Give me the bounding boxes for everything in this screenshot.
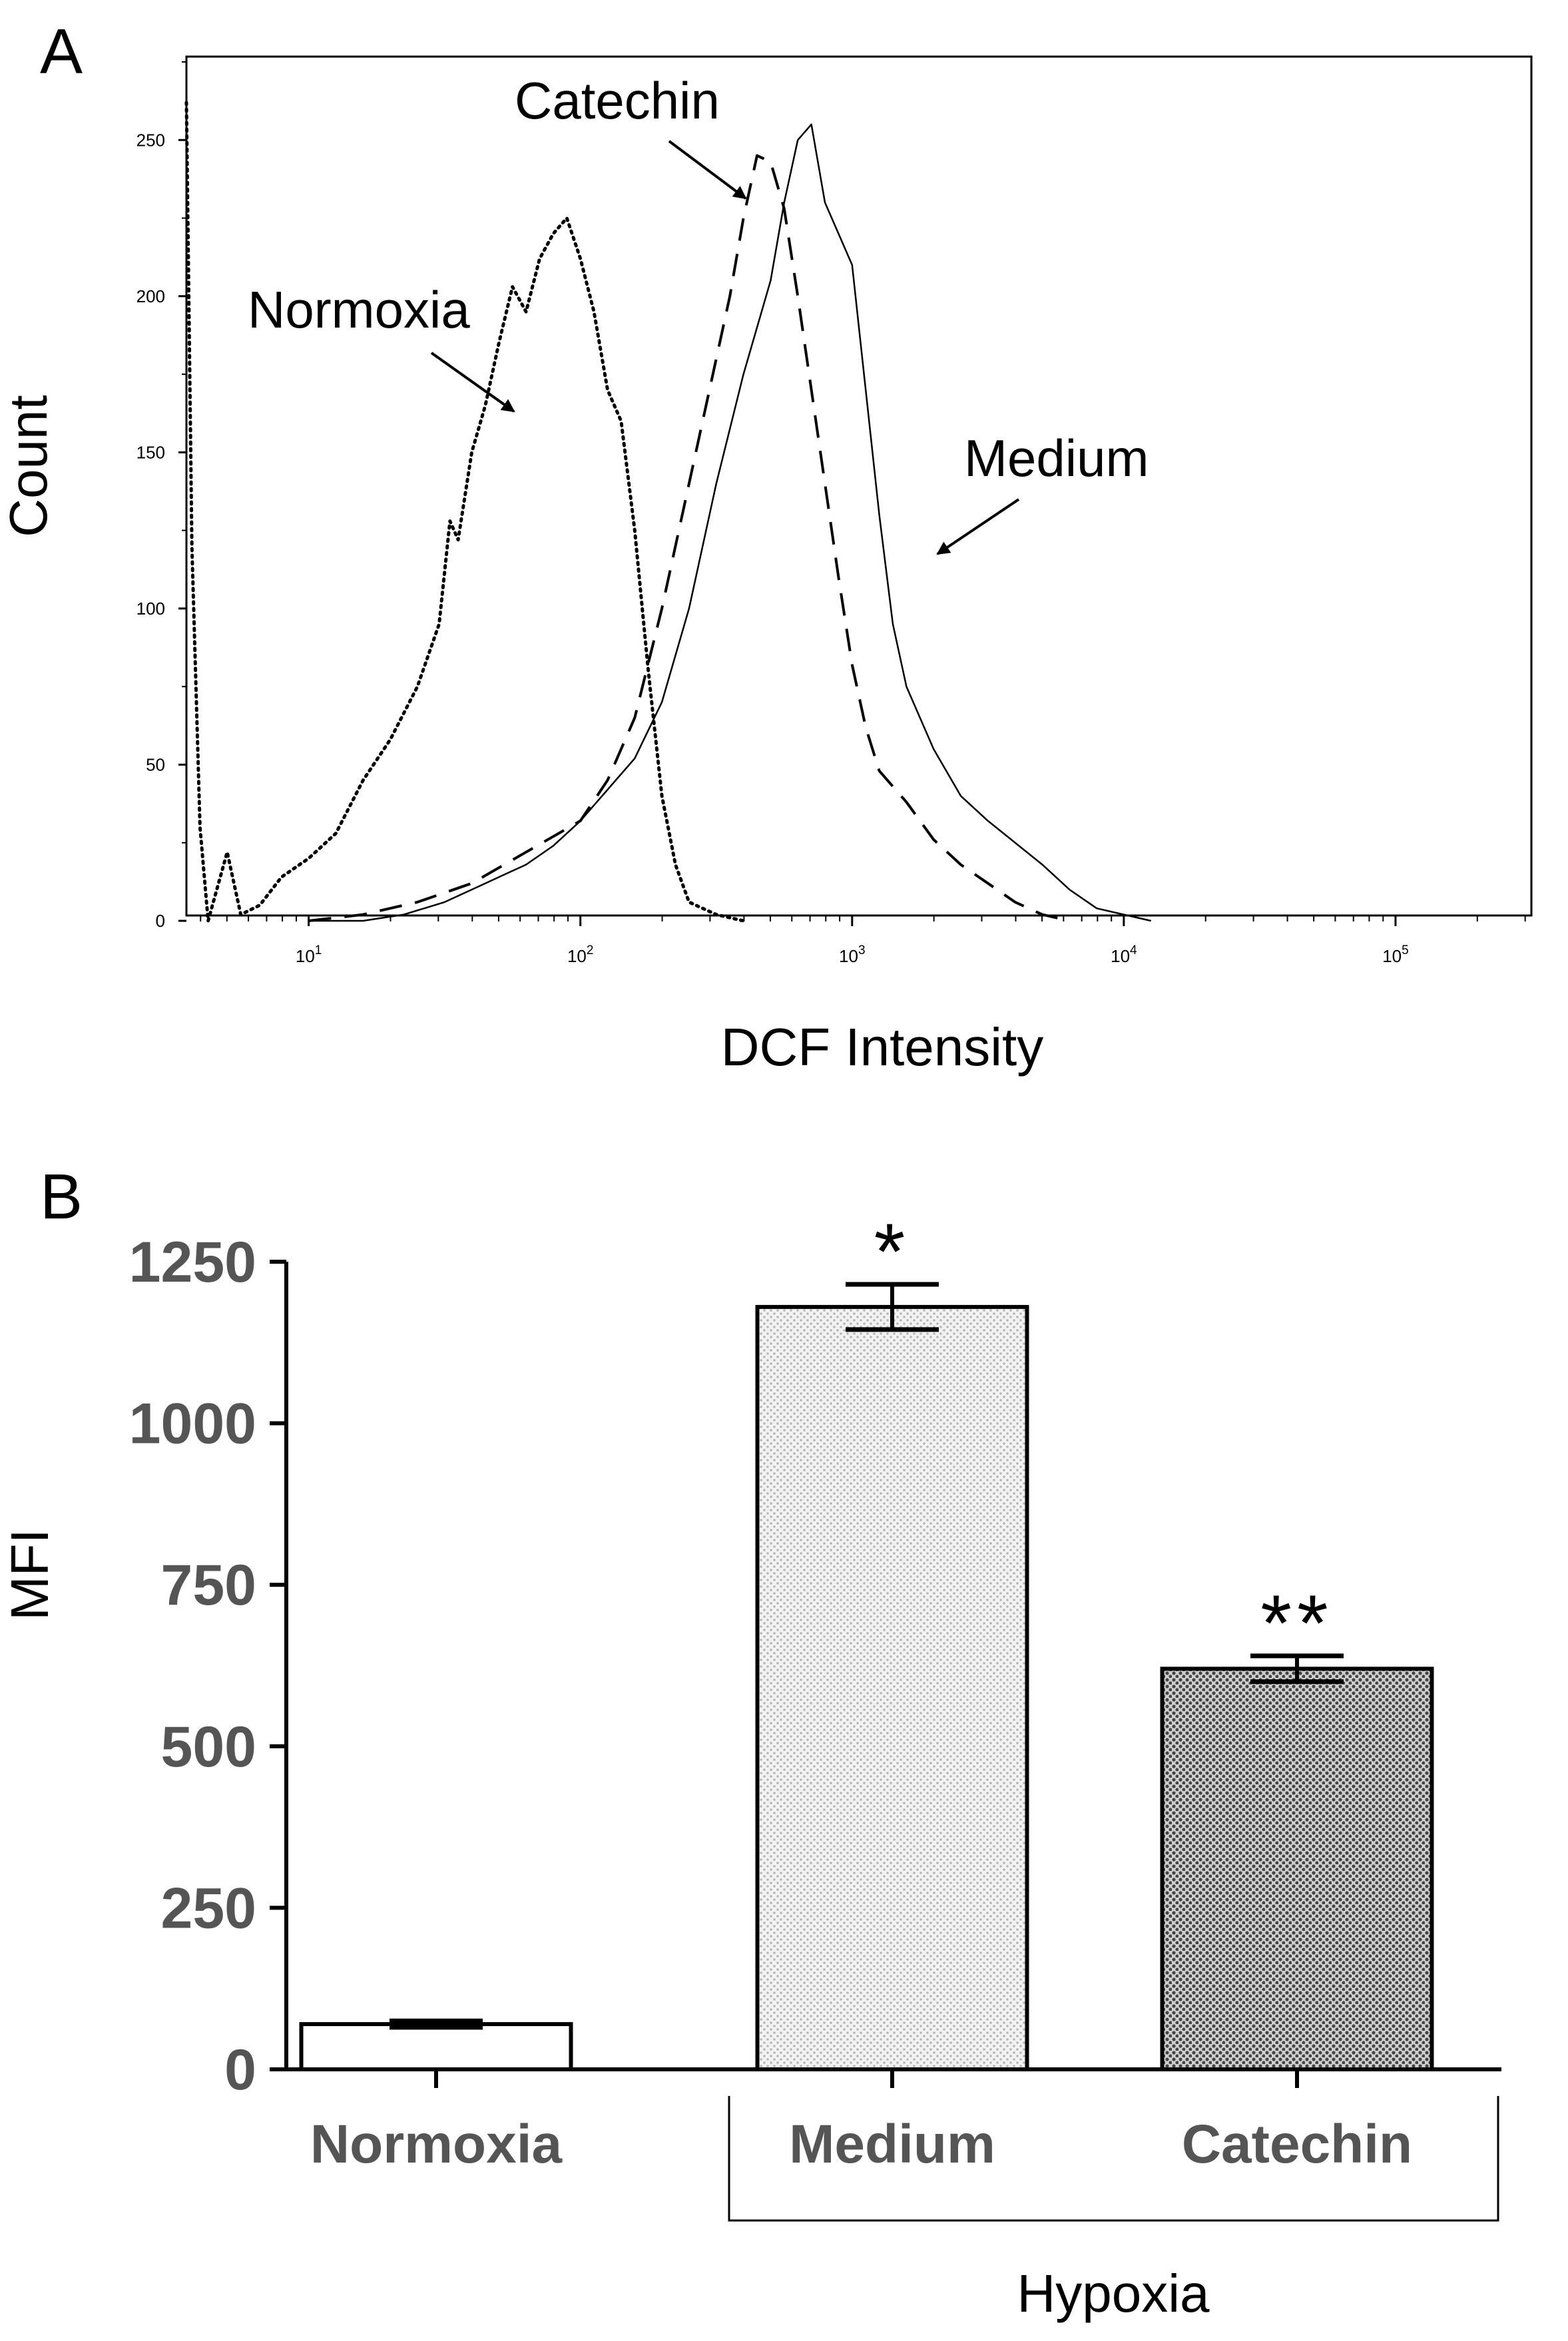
- a-x-tick-base: 10: [567, 946, 587, 966]
- panel-b-y-axis-title: MFI: [0, 1529, 59, 1621]
- panel-a-label: A: [40, 16, 83, 87]
- a-x-tick-base: 10: [296, 946, 315, 966]
- annotation-catechin: Catechin: [515, 71, 720, 130]
- a-y-tick-label: 150: [136, 442, 165, 462]
- annotation-normoxia-arrow: [430, 352, 515, 413]
- a-x-tick-exponent: 3: [858, 943, 866, 957]
- hypoxia-group-label: Hypoxia: [1017, 2264, 1210, 2323]
- hypoxia-bracket: [728, 2096, 1499, 2222]
- a-y-tick-label: 100: [136, 599, 165, 619]
- a-x-tick-exponent: 5: [1402, 943, 1409, 957]
- series-normoxia-line: [184, 101, 746, 923]
- a-x-tick-base: 10: [1382, 946, 1402, 966]
- panel-b-y-axis: 0 250 500 750 1000 1250: [129, 1230, 286, 2102]
- b-y-tick-label: 0: [224, 2038, 256, 2102]
- b-y-tick-label: 500: [161, 1715, 257, 1779]
- significance-catechin: **: [1260, 1579, 1333, 1668]
- panel-b-label: B: [40, 1161, 83, 1232]
- a-y-tick-label: 250: [136, 130, 165, 150]
- panel-a-y-axis-title: Count: [0, 395, 58, 537]
- b-y-tick-label: 1000: [129, 1392, 256, 1456]
- bar-normoxia: [299, 2022, 573, 2072]
- panel-a-y-axis: 0 50 100 150 200 250: [136, 61, 186, 931]
- a-x-tick-label: 103: [839, 943, 866, 966]
- significance-medium: *: [874, 1207, 911, 1296]
- bar-medium: [755, 1304, 1029, 2071]
- panel-a-plot-frame: [185, 55, 1533, 917]
- series-catechin-line: [308, 154, 1070, 922]
- a-x-tick-exponent: 4: [1130, 943, 1137, 957]
- a-x-tick-label: 102: [567, 943, 594, 966]
- panel-b: B 0 250 500 750 1000 1250 Normoxia * Medium ** Ca…: [0, 1161, 1501, 2323]
- annotation-medium-arrow: [936, 498, 1020, 555]
- a-y-tick-label: 50: [146, 754, 165, 774]
- b-y-tick-label: 1250: [129, 1230, 256, 1294]
- a-x-tick-label: 104: [1111, 943, 1137, 966]
- a-x-tick-exponent: 1: [315, 943, 322, 957]
- panel-a-histograms: [184, 101, 1151, 923]
- a-y-tick-label: 0: [156, 911, 165, 931]
- series-medium-line: [308, 123, 1151, 922]
- a-x-tick-label: 101: [296, 943, 322, 966]
- b-y-tick-label: 750: [161, 1553, 257, 1617]
- annotation-normoxia: Normoxia: [248, 280, 470, 339]
- panel-b-bars: Normoxia * Medium ** Catechin: [299, 1207, 1434, 2175]
- a-x-tick-label: 105: [1382, 943, 1409, 966]
- panel-a-x-axis: 101 102 103 104 105: [200, 915, 1526, 966]
- category-label-medium: Medium: [789, 2114, 995, 2175]
- a-x-tick-base: 10: [839, 946, 858, 966]
- category-label-normoxia: Normoxia: [310, 2114, 563, 2175]
- a-y-tick-label: 200: [136, 286, 165, 306]
- a-x-tick-base: 10: [1111, 946, 1130, 966]
- annotation-medium: Medium: [964, 429, 1149, 487]
- category-label-catechin: Catechin: [1182, 2114, 1412, 2175]
- annotation-catechin-arrow: [668, 140, 747, 200]
- panel-a-x-axis-title: DCF Intensity: [721, 1017, 1044, 1077]
- b-y-tick-label: 250: [161, 1876, 257, 1940]
- a-x-tick-exponent: 2: [587, 943, 594, 957]
- bar-catechin: [1160, 1667, 1434, 2072]
